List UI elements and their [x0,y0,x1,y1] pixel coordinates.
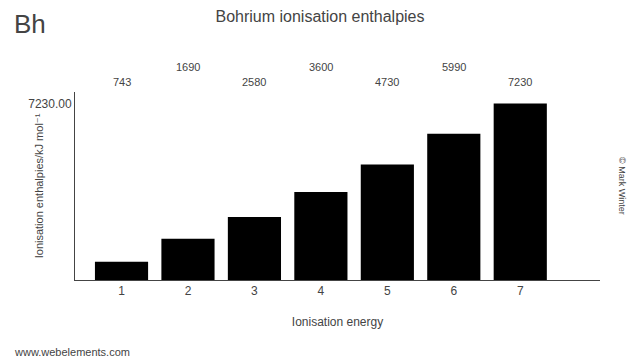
svg-text:www.webelements.com: www.webelements.com [14,346,130,358]
svg-text:6: 6 [450,284,457,298]
svg-text:3: 3 [251,284,258,298]
svg-text:© Mark Winter: © Mark Winter [617,157,627,215]
svg-text:Bh: Bh [14,9,46,39]
svg-text:1690: 1690 [176,61,200,73]
svg-text:7: 7 [517,284,524,298]
svg-text:1: 1 [118,284,125,298]
svg-text:3600: 3600 [309,61,333,73]
svg-text:Ionisation energy: Ionisation energy [292,315,383,329]
svg-text:743: 743 [113,76,131,88]
svg-text:Bohrium ionisation enthalpies: Bohrium ionisation enthalpies [215,8,424,25]
svg-text:5: 5 [384,284,391,298]
svg-text:Ionisation enthalpies/kJ mol⁻¹: Ionisation enthalpies/kJ mol⁻¹ [33,113,45,258]
svg-text:2580: 2580 [242,76,266,88]
svg-text:4: 4 [318,284,325,298]
svg-text:4730: 4730 [375,76,399,88]
svg-text:5990: 5990 [442,61,466,73]
svg-text:7230: 7230 [508,76,532,88]
svg-text:2: 2 [185,284,192,298]
svg-text:7230.00: 7230.00 [28,97,72,111]
